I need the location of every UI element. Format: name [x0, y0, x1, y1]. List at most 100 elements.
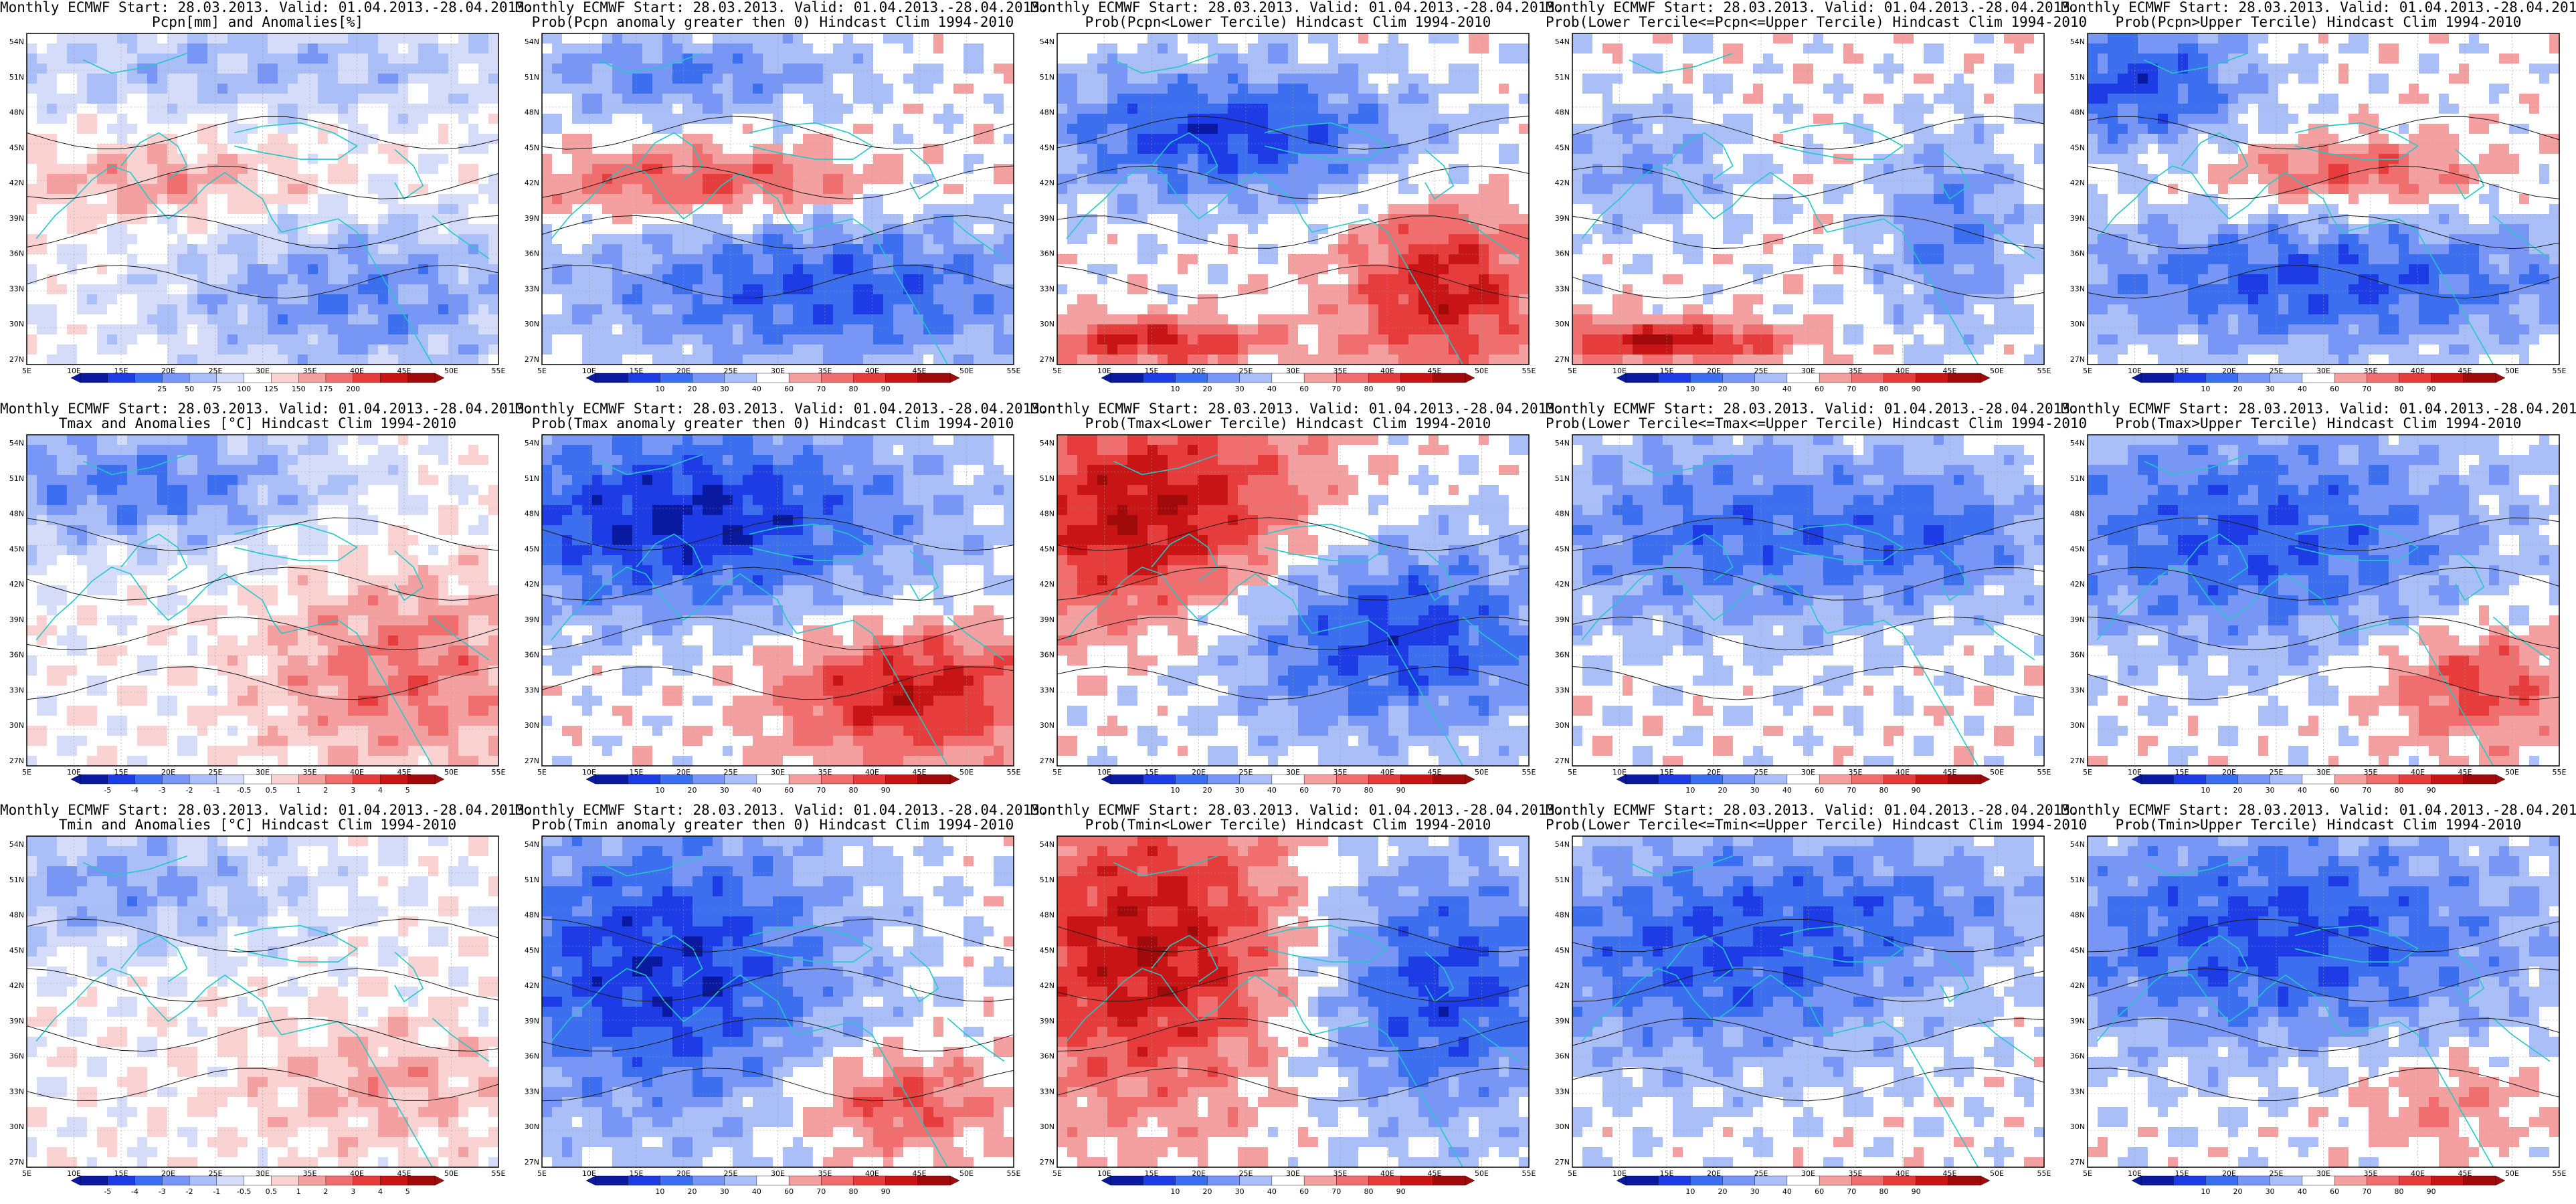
lat-label: 42N	[1555, 179, 1570, 187]
colorbar-swatch	[2173, 1175, 2206, 1186]
colorbar-tick-label: 125	[264, 385, 278, 393]
lat-label: 48N	[2070, 911, 2085, 920]
lat-label: 30N	[525, 320, 539, 328]
lon-label: 25E	[1239, 1169, 1253, 1178]
lat-label: 54N	[525, 37, 539, 46]
colorbar-swatch	[1303, 774, 1337, 785]
lon-label: 10E	[67, 367, 81, 375]
lon-label: 55E	[492, 768, 506, 777]
lon-label: 55E	[2553, 1169, 2567, 1178]
colorbar-tick-label: 10	[1170, 1187, 1180, 1196]
lon-label: 30E	[771, 1169, 785, 1178]
colorbar-swatch	[107, 774, 136, 785]
lon-label: 35E	[303, 1169, 317, 1178]
lat-label: 30N	[1040, 320, 1054, 328]
colorbar-tick-label: 20	[688, 1187, 697, 1196]
lat-label: 54N	[9, 840, 24, 849]
panel-title-line2: Prob(Tmin<Lower Tercile) Hindcast Clim 1…	[1030, 817, 1546, 833]
lat-label: 39N	[1040, 615, 1054, 624]
lat-label: 27N	[1555, 757, 1570, 765]
colorbar-max-arrow	[434, 1175, 445, 1186]
map-panel: Monthly ECMWF Start: 28.03.2013. Valid: …	[2061, 401, 2576, 803]
lat-label: 30N	[1555, 721, 1570, 730]
colorbar-swatch	[1690, 1175, 1724, 1186]
lon-label: 55E	[2037, 1169, 2051, 1178]
colorbar-swatch	[80, 1175, 108, 1186]
colorbar-tick-label: 10	[655, 385, 664, 393]
colorbar-swatch	[2140, 373, 2174, 383]
panel-title-line2: Tmax and Anomalies [°C] Hindcast Clim 19…	[0, 416, 515, 431]
lon-label: 55E	[492, 1169, 506, 1178]
colorbar-tick-label: -5	[104, 1187, 111, 1196]
lat-label: 36N	[1040, 1052, 1054, 1061]
lon-label: 25E	[1754, 367, 1768, 375]
coastlines	[1572, 855, 2045, 1168]
lon-label: 40E	[1380, 367, 1394, 375]
lon-label: 30E	[771, 768, 785, 777]
colorbar-swatch	[1883, 373, 1917, 383]
panel-title-line2: Prob(Pcpn anomaly greater then 0) Hindca…	[515, 15, 1030, 30]
colorbar-min-arrow	[1101, 373, 1111, 383]
lat-label: 51N	[2070, 876, 2085, 884]
panel-title-line1: Monthly ECMWF Start: 28.03.2013. Valid: …	[515, 0, 1048, 15]
lon-label: 15E	[2175, 1169, 2189, 1178]
colorbar-swatch	[162, 774, 190, 785]
colorbar-min-arrow	[1616, 373, 1627, 383]
lon-label: 10E	[2128, 1169, 2142, 1178]
shaded-field	[2088, 33, 2560, 365]
lat-label: 51N	[2070, 73, 2085, 82]
colorbar-swatch	[2463, 373, 2496, 383]
lat-label: 39N	[2070, 214, 2085, 223]
colorbar-swatch	[1883, 1175, 1917, 1186]
map-panel: Monthly ECMWF Start: 28.03.2013. Valid: …	[0, 0, 533, 401]
colorbar-swatch	[885, 1175, 919, 1186]
colorbar-swatch	[380, 1175, 408, 1186]
lon-label: 55E	[1522, 1169, 1536, 1178]
map-frame	[1056, 835, 1530, 1168]
colorbar-swatch	[2302, 774, 2335, 785]
shaded-field	[27, 435, 499, 767]
colorbar-swatch	[1271, 774, 1305, 785]
lat-label: 33N	[9, 284, 24, 293]
lon-label: 40E	[2411, 768, 2425, 777]
colorbar-tick-label: 30	[720, 385, 729, 393]
lon-label: 50E	[959, 1169, 974, 1178]
lat-label: 39N	[9, 214, 24, 223]
lon-label: 5E	[537, 1169, 547, 1178]
colorbar-max-arrow	[2495, 373, 2506, 383]
lat-label: 51N	[525, 474, 539, 483]
lat-label: 42N	[2070, 981, 2085, 990]
lat-label: 36N	[525, 1052, 539, 1061]
colorbar: -5 -4 -3 -2 -1 -0.5 0.5 1 2 3 4 5	[70, 774, 445, 795]
colorbar-swatch	[353, 1175, 381, 1186]
shaded-field	[2088, 836, 2560, 1168]
lon-label: 5E	[537, 768, 547, 777]
coastlines	[26, 454, 499, 767]
lat-label: 27N	[2070, 757, 2085, 765]
colorbar-tick-label: 40	[1782, 786, 1792, 795]
colorbar: 10 20 30 40 60 70 80 90	[2131, 373, 2506, 393]
colorbar-swatch	[2431, 1175, 2464, 1186]
lon-label: 30E	[1286, 367, 1300, 375]
colorbar-tick-label: 20	[2233, 1187, 2243, 1196]
lon-label: 40E	[2411, 367, 2425, 375]
shaded-field	[542, 836, 1014, 1168]
colorbar-tick-label: 80	[1879, 786, 1889, 795]
lat-label: 27N	[1555, 1158, 1570, 1167]
colorbar-swatch	[1271, 1175, 1305, 1186]
lat-label: 51N	[2070, 474, 2085, 483]
colorbar-tick-label: -3	[159, 786, 166, 795]
map-panel: Monthly ECMWF Start: 28.03.2013. Valid: …	[515, 0, 1048, 401]
coastlines	[541, 52, 1014, 365]
panel-title-line1: Monthly ECMWF Start: 28.03.2013. Valid: …	[1546, 803, 2079, 818]
colorbar-swatch	[325, 373, 354, 383]
colorbar-tick-label: 80	[1364, 1187, 1374, 1196]
panel-title-line1: Monthly ECMWF Start: 28.03.2013. Valid: …	[1546, 0, 2079, 15]
map-panel: Monthly ECMWF Start: 28.03.2013. Valid: …	[515, 401, 1048, 803]
lat-label: 48N	[9, 108, 24, 117]
colorbar-swatch	[1625, 1175, 1659, 1186]
colorbar-swatch	[692, 1175, 725, 1186]
colorbar-swatch	[353, 774, 381, 785]
lat-label: 48N	[525, 108, 539, 117]
colorbar-tick-label: 20	[688, 385, 697, 393]
